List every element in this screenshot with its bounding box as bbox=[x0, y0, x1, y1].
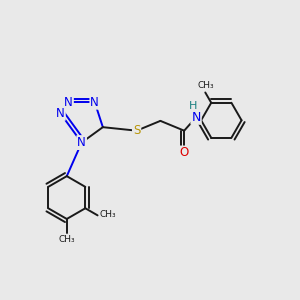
Text: CH₃: CH₃ bbox=[99, 210, 116, 219]
Text: O: O bbox=[180, 146, 189, 160]
Text: S: S bbox=[133, 124, 140, 137]
Text: N: N bbox=[191, 111, 201, 124]
Text: H: H bbox=[189, 101, 197, 111]
Text: CH₃: CH₃ bbox=[198, 80, 214, 89]
Text: CH₃: CH₃ bbox=[58, 235, 75, 244]
Text: N: N bbox=[90, 96, 99, 109]
Text: N: N bbox=[56, 107, 65, 120]
Text: N: N bbox=[64, 96, 73, 109]
Text: N: N bbox=[77, 136, 86, 149]
